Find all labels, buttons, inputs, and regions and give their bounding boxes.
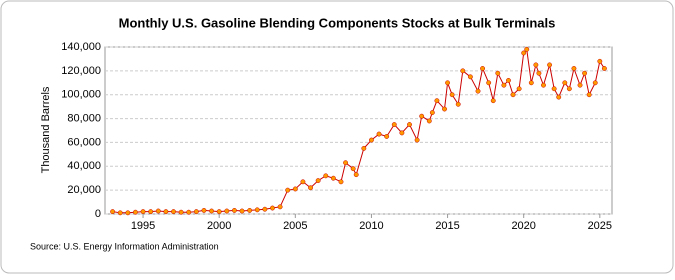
y-tick-label: 80,000: [67, 112, 101, 124]
data-point: [231, 207, 237, 213]
data-point: [551, 86, 557, 92]
data-point: [361, 145, 367, 151]
data-point: [475, 88, 481, 94]
data-point: [254, 207, 260, 213]
data-point: [171, 209, 176, 215]
data-point: [315, 178, 321, 184]
data-point: [323, 173, 329, 179]
y-tick-label: 40,000: [67, 160, 101, 172]
data-point: [533, 62, 539, 68]
data-point: [467, 74, 473, 80]
data-point: [292, 186, 298, 192]
data-point: [270, 205, 275, 211]
data-point: [193, 209, 199, 215]
data-point: [262, 206, 268, 212]
data-point: [330, 175, 336, 181]
data-point: [148, 209, 154, 215]
data-point: [524, 46, 530, 52]
data-point: [414, 137, 420, 143]
x-tick-label: 2010: [359, 220, 383, 232]
data-point: [597, 58, 603, 64]
data-point: [510, 92, 516, 98]
data-point: [571, 66, 577, 71]
y-tick-label: 140,000: [61, 41, 101, 53]
data-point: [343, 160, 349, 166]
data-point: [277, 204, 283, 210]
data-point: [384, 134, 390, 139]
data-point: [368, 137, 374, 143]
data-point: [308, 185, 313, 191]
data-point: [350, 166, 356, 172]
data-point: [140, 209, 146, 215]
x-tick-label: 2020: [511, 220, 535, 232]
x-tick-label: 2000: [207, 220, 231, 232]
data-point: [434, 98, 440, 104]
data-point: [445, 80, 451, 86]
x-tick-label: 2005: [283, 220, 307, 232]
data-point: [586, 92, 592, 98]
data-point: [399, 130, 405, 136]
data-point: [216, 209, 222, 215]
x-tick-label: 1995: [131, 220, 155, 232]
y-tick-label: 20,000: [67, 184, 101, 196]
data-point: [490, 98, 496, 104]
data-point: [429, 110, 435, 116]
data-point: [426, 118, 432, 124]
data-point: [186, 209, 192, 215]
data-point: [353, 172, 359, 178]
chart-title: Monthly U.S. Gasoline Blending Component…: [119, 15, 556, 30]
y-tick-label: 60,000: [67, 136, 101, 148]
data-point: [566, 86, 572, 92]
data-point: [521, 50, 527, 56]
data-point: [495, 70, 501, 76]
x-tick-label: 2015: [435, 220, 459, 232]
plot-area: [104, 46, 613, 215]
data-point: [247, 207, 253, 213]
data-point: [516, 86, 522, 92]
data-point: [486, 80, 492, 86]
data-point: [163, 209, 169, 215]
data-point: [155, 208, 161, 214]
data-point: [285, 187, 291, 193]
data-point: [556, 94, 562, 100]
data-point: [536, 70, 542, 76]
source: Source: U.S. Energy Information Administ…: [30, 241, 219, 251]
data-point: [442, 106, 447, 112]
data-point: [501, 82, 507, 88]
data-point: [480, 66, 486, 71]
data-point: [209, 208, 215, 214]
y-tick-label: 100,000: [61, 89, 101, 101]
y-tick-label: 0: [95, 208, 101, 220]
data-point: [117, 210, 123, 216]
data-point: [376, 131, 382, 137]
data-point: [455, 101, 461, 107]
data-point: [224, 208, 230, 214]
data-point: [125, 210, 131, 216]
x-tick-label: 2025: [588, 220, 612, 232]
data-point: [239, 208, 245, 214]
data-point: [547, 62, 553, 68]
data-point: [528, 80, 534, 86]
data-point: [562, 80, 568, 86]
data-point: [338, 179, 344, 185]
data-point: [592, 80, 598, 86]
data-point: [601, 66, 607, 71]
data-point: [133, 209, 138, 215]
data-point: [449, 92, 455, 98]
data-point: [300, 179, 306, 185]
data-point: [577, 82, 583, 88]
data-point: [407, 122, 412, 127]
y-axis-label: Thousand Barrels: [40, 86, 52, 173]
y-tick-label: 120,000: [61, 65, 101, 77]
data-point: [541, 82, 546, 88]
data-point: [110, 209, 116, 215]
data-point: [460, 68, 466, 74]
data-point: [506, 77, 511, 83]
data-point: [419, 113, 425, 119]
data-point: [201, 207, 207, 213]
data-point: [582, 70, 588, 76]
data-point: [391, 122, 397, 127]
data-point: [178, 209, 184, 215]
